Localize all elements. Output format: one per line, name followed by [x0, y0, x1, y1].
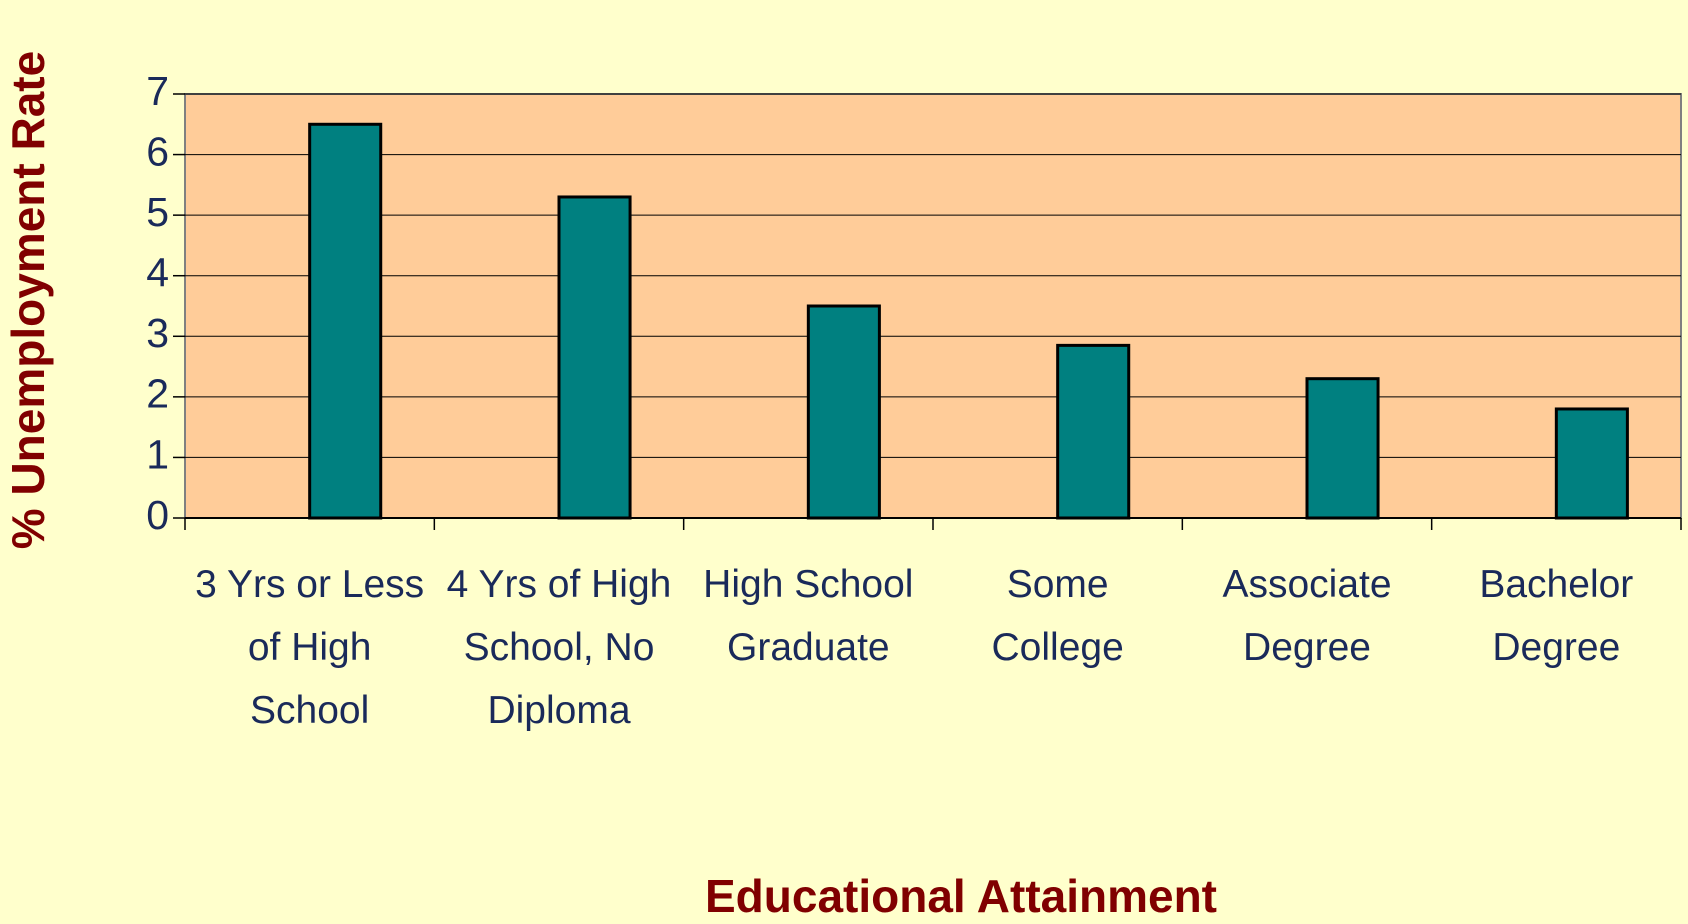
- x-tick-label: Bachelor Degree: [1479, 563, 1634, 669]
- x-tick-label: Associate Degree: [1222, 563, 1392, 669]
- y-tick-label: 3: [146, 310, 169, 356]
- y-tick-label: 1: [146, 431, 169, 477]
- x-tick-label: High School Graduate: [703, 563, 914, 669]
- bar: [308, 122, 383, 520]
- y-tick-label: 5: [146, 189, 169, 235]
- y-tick-label: 2: [146, 371, 169, 417]
- y-axis-title: % Unemployment Rate: [2, 51, 54, 549]
- x-tick-label: Some College: [991, 563, 1124, 669]
- y-tick-label: 7: [146, 68, 169, 114]
- bar: [1305, 377, 1380, 520]
- x-tick-label: 4 Yrs of High School, No Diploma: [446, 563, 672, 732]
- y-tick-label: 4: [146, 250, 169, 296]
- x-axis-title: Educational Attainment: [705, 870, 1217, 922]
- bar: [1056, 343, 1131, 520]
- y-tick-label: 0: [146, 492, 169, 538]
- plot-area: [184, 93, 1682, 519]
- x-tick-label: 3 Yrs or Less of High School: [195, 563, 425, 732]
- bar: [806, 304, 881, 520]
- bar: [1554, 407, 1629, 520]
- y-tick-label: 6: [146, 128, 169, 174]
- bar: [557, 195, 632, 520]
